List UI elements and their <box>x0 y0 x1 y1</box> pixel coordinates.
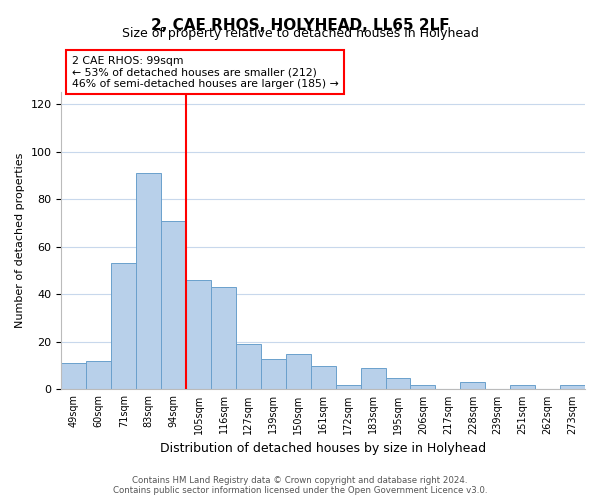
Bar <box>111 264 136 390</box>
Bar <box>136 173 161 390</box>
Bar <box>361 368 386 390</box>
Bar <box>236 344 261 390</box>
Bar <box>560 384 585 390</box>
Y-axis label: Number of detached properties: Number of detached properties <box>15 153 25 328</box>
Bar <box>286 354 311 390</box>
Bar <box>510 384 535 390</box>
Text: 2 CAE RHOS: 99sqm
← 53% of detached houses are smaller (212)
46% of semi-detache: 2 CAE RHOS: 99sqm ← 53% of detached hous… <box>72 56 338 89</box>
Bar <box>311 366 335 390</box>
X-axis label: Distribution of detached houses by size in Holyhead: Distribution of detached houses by size … <box>160 442 486 455</box>
Bar <box>211 287 236 390</box>
Text: Size of property relative to detached houses in Holyhead: Size of property relative to detached ho… <box>122 28 478 40</box>
Bar <box>386 378 410 390</box>
Bar <box>335 384 361 390</box>
Bar <box>61 364 86 390</box>
Bar <box>161 220 186 390</box>
Text: Contains HM Land Registry data © Crown copyright and database right 2024.
Contai: Contains HM Land Registry data © Crown c… <box>113 476 487 495</box>
Text: 2, CAE RHOS, HOLYHEAD, LL65 2LF: 2, CAE RHOS, HOLYHEAD, LL65 2LF <box>151 18 449 32</box>
Bar <box>186 280 211 390</box>
Bar <box>86 361 111 390</box>
Bar <box>261 358 286 390</box>
Bar <box>460 382 485 390</box>
Bar <box>410 384 436 390</box>
